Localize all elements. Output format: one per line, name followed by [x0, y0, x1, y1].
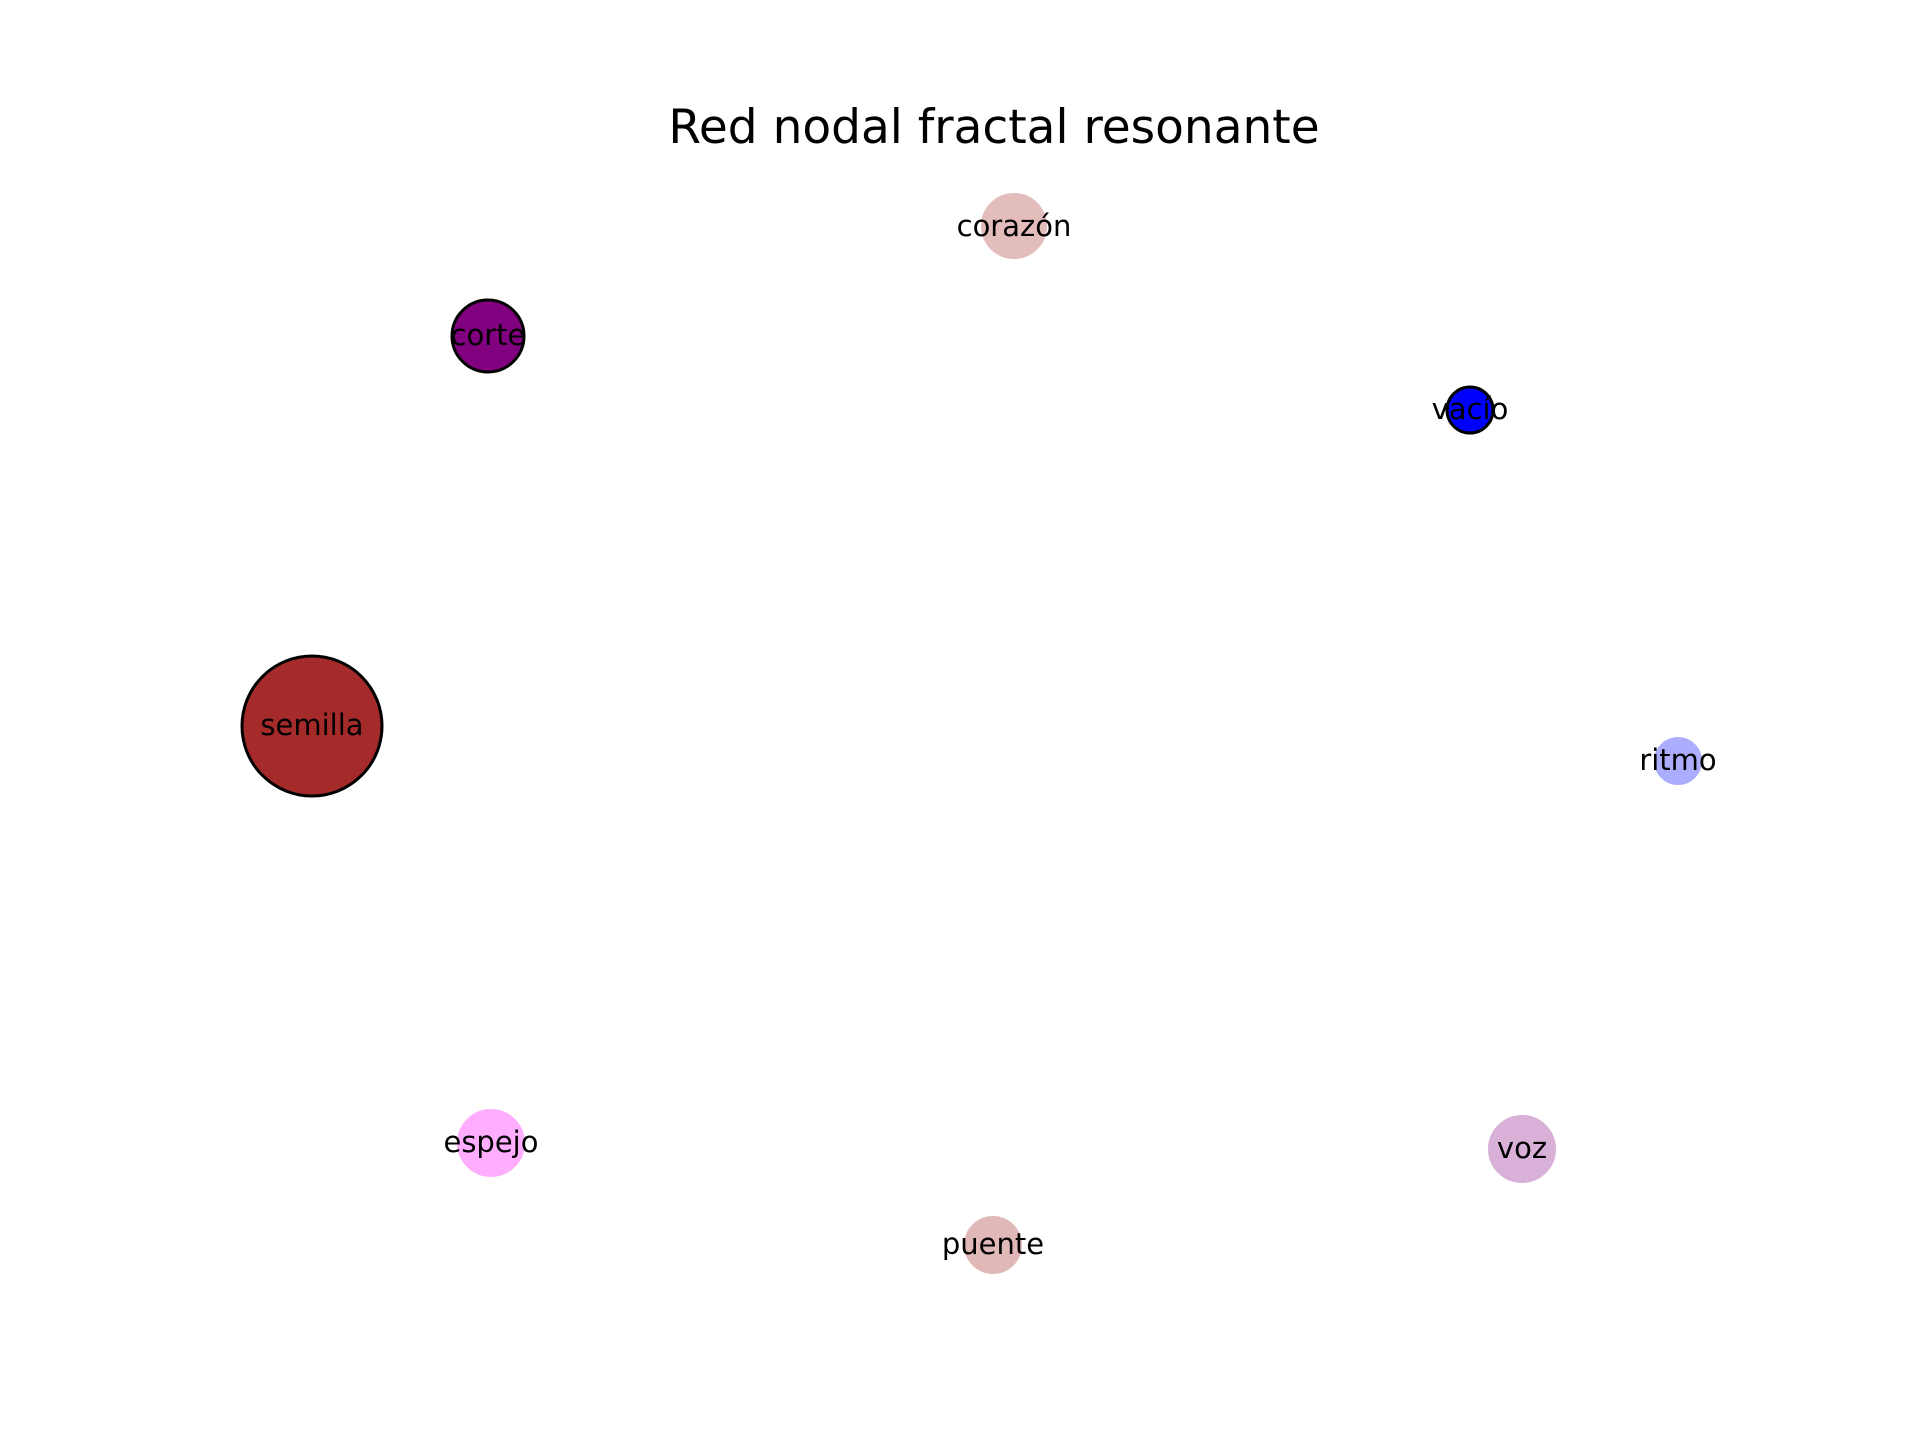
- node-label-vacio: vacío: [1432, 392, 1509, 426]
- node-label-puente: puente: [942, 1227, 1044, 1261]
- node-voz: [1488, 1115, 1556, 1183]
- node-label-voz: voz: [1497, 1131, 1547, 1165]
- node-label-corazon: corazón: [957, 209, 1072, 243]
- node-label-corte: corte: [451, 318, 526, 352]
- node-ritmo: [1654, 737, 1702, 785]
- node-vacio: [1445, 385, 1495, 435]
- node-corazon: [981, 193, 1047, 259]
- node-label-semilla: semilla: [260, 708, 363, 742]
- node-label-ritmo: ritmo: [1639, 743, 1716, 777]
- diagram-title: Red nodal fractal resonante: [668, 100, 1320, 155]
- node-corte: [450, 298, 526, 374]
- node-espejo: [457, 1109, 525, 1177]
- node-semilla: [240, 654, 384, 798]
- node-puente: [964, 1216, 1022, 1274]
- node-label-espejo: espejo: [443, 1125, 538, 1159]
